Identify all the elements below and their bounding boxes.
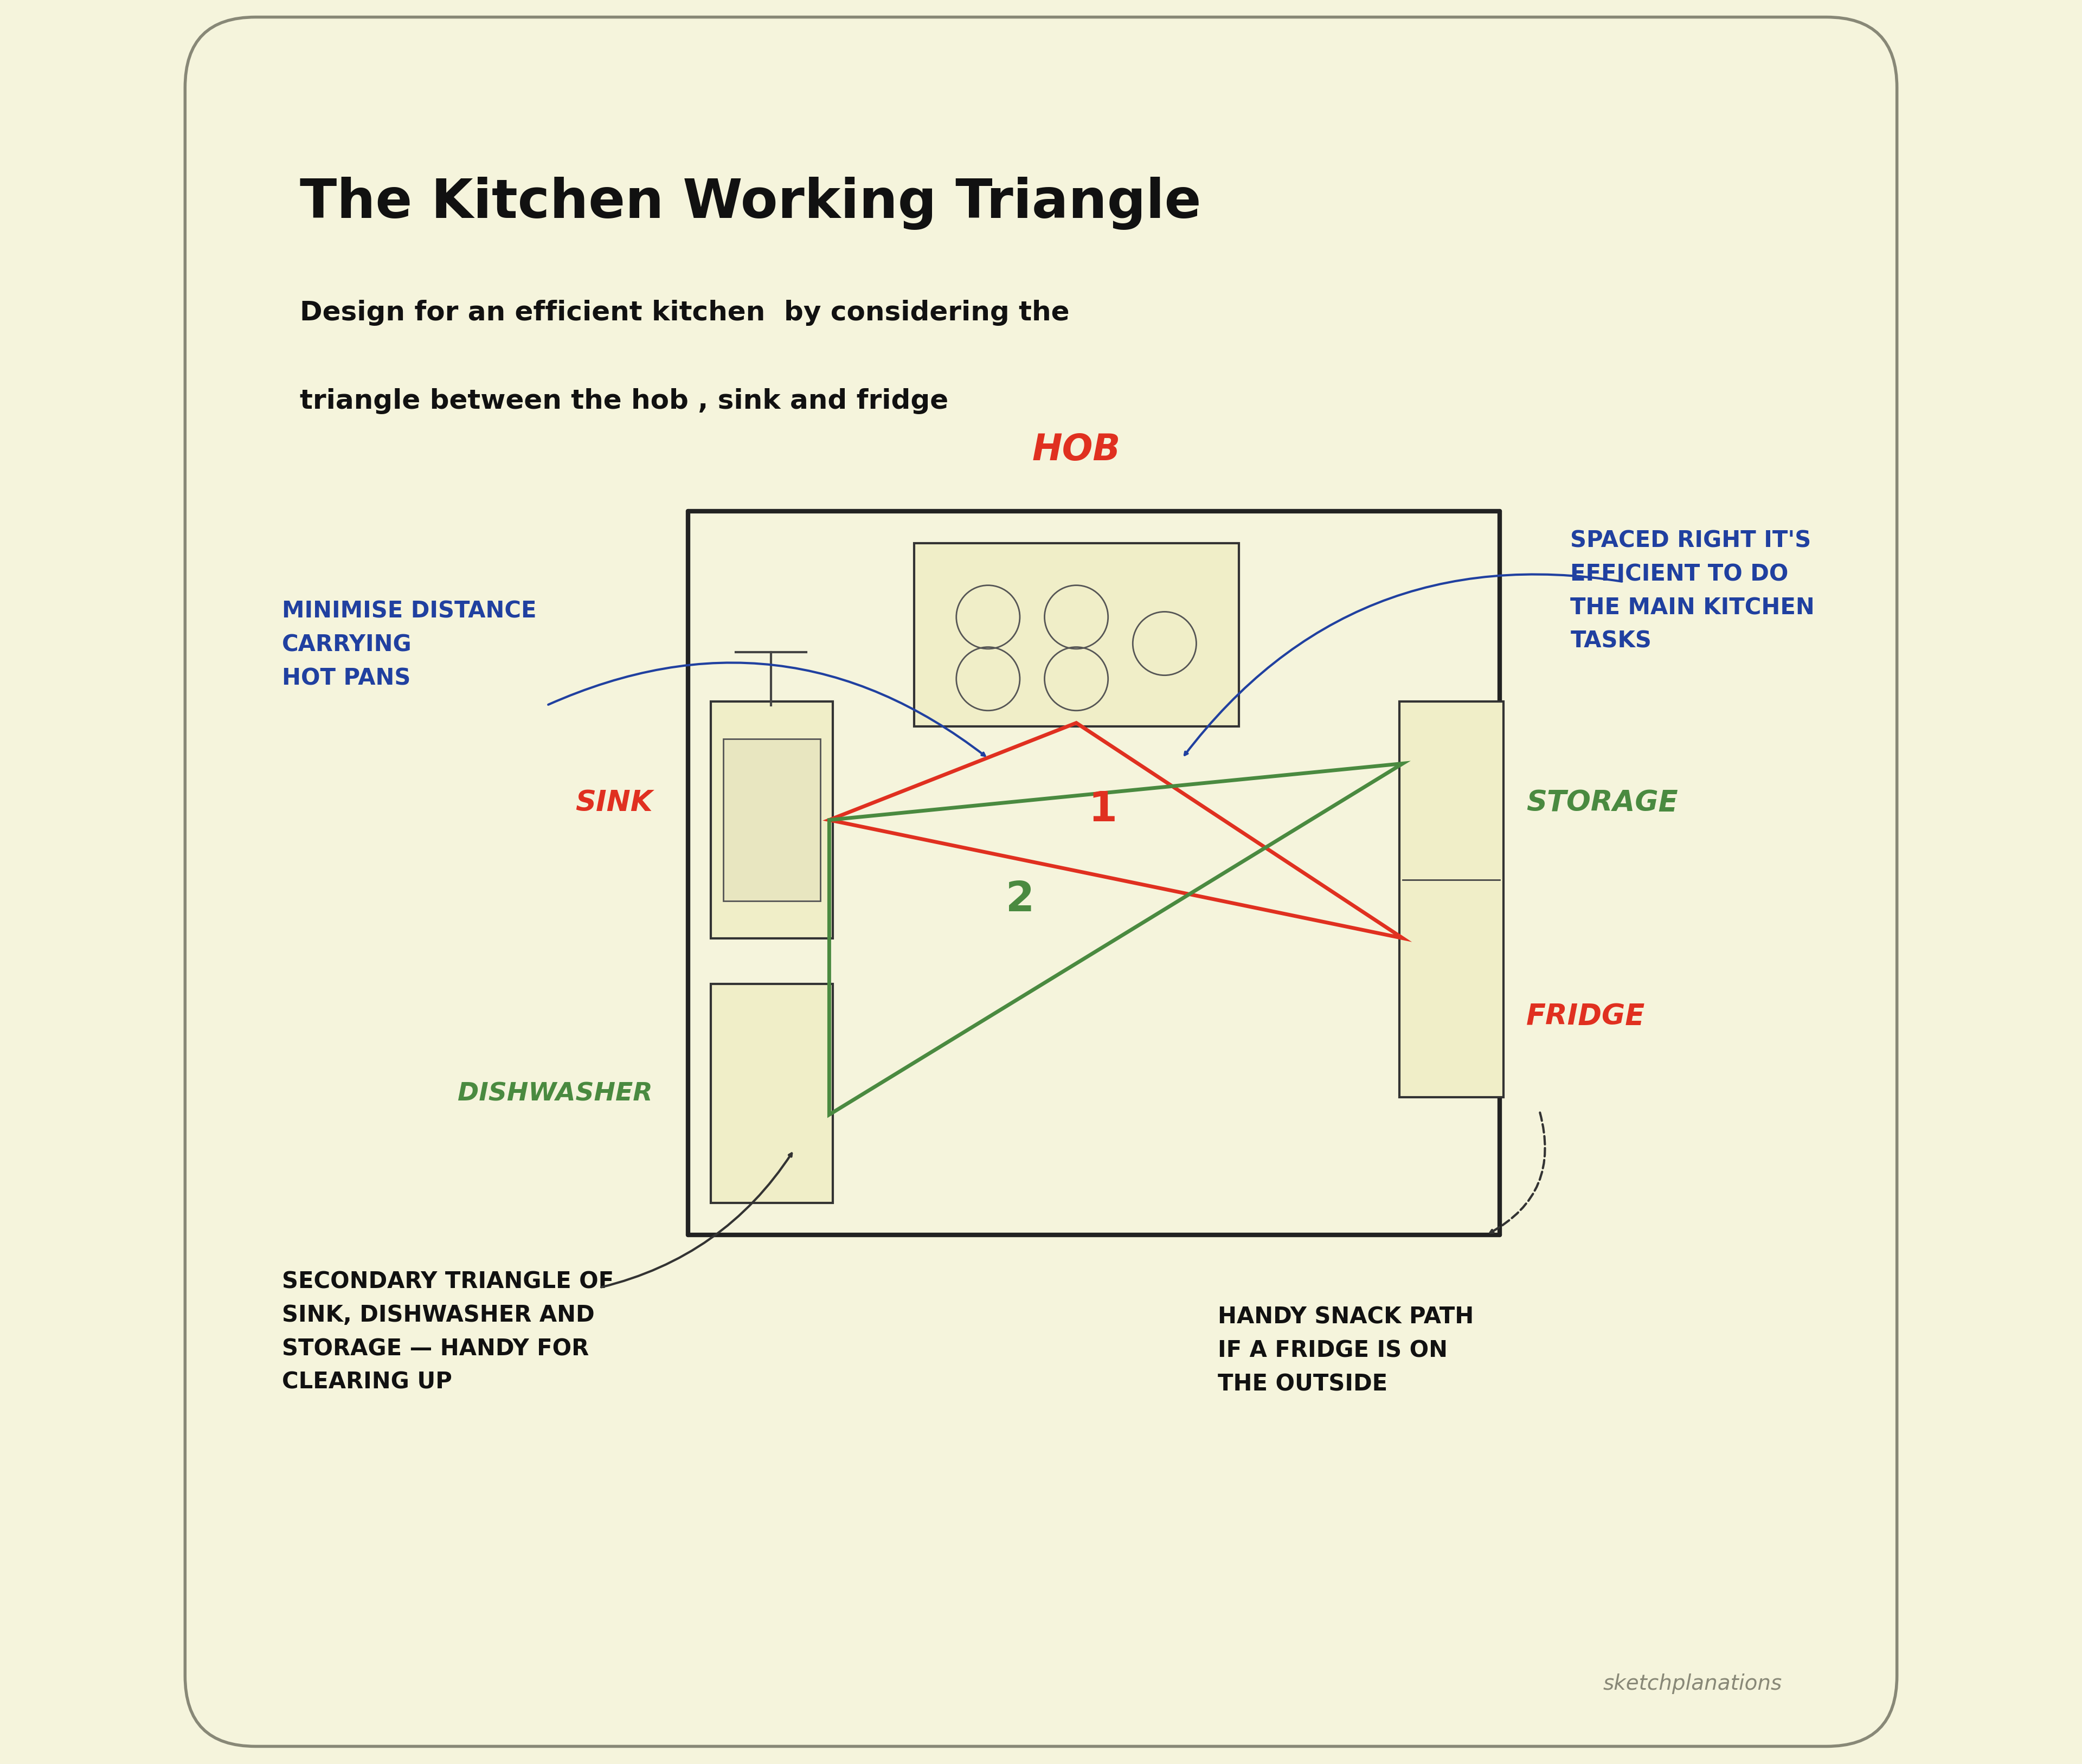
Text: HOB: HOB	[1033, 432, 1120, 467]
Text: DISHWASHER: DISHWASHER	[458, 1081, 654, 1106]
Text: STORAGE: STORAGE	[1526, 789, 1678, 817]
Text: FRIDGE: FRIDGE	[1526, 1002, 1645, 1030]
Text: HANDY SNACK PATH
IF A FRIDGE IS ON
THE OUTSIDE: HANDY SNACK PATH IF A FRIDGE IS ON THE O…	[1218, 1305, 1474, 1395]
Text: sketchplanations: sketchplanations	[1603, 1672, 1782, 1693]
Text: SINK: SINK	[575, 789, 654, 817]
Text: triangle between the hob , sink and fridge: triangle between the hob , sink and frid…	[300, 388, 947, 415]
Text: SPACED RIGHT IT'S
EFFICIENT TO DO
THE MAIN KITCHEN
TASKS: SPACED RIGHT IT'S EFFICIENT TO DO THE MA…	[1570, 529, 1816, 653]
FancyBboxPatch shape	[710, 702, 833, 938]
Text: Design for an efficient kitchen  by considering the: Design for an efficient kitchen by consi…	[300, 300, 1070, 326]
Text: SECONDARY TRIANGLE OF
SINK, DISHWASHER AND
STORAGE — HANDY FOR
CLEARING UP: SECONDARY TRIANGLE OF SINK, DISHWASHER A…	[283, 1270, 614, 1394]
Text: 1: 1	[1089, 790, 1118, 829]
FancyBboxPatch shape	[722, 739, 820, 901]
Text: The Kitchen Working Triangle: The Kitchen Working Triangle	[300, 176, 1201, 229]
Text: MINIMISE DISTANCE
CARRYING
HOT PANS: MINIMISE DISTANCE CARRYING HOT PANS	[283, 600, 537, 690]
Text: 2: 2	[1006, 880, 1035, 919]
FancyBboxPatch shape	[1399, 702, 1503, 1097]
FancyBboxPatch shape	[914, 543, 1239, 727]
FancyBboxPatch shape	[710, 984, 833, 1203]
FancyBboxPatch shape	[185, 18, 1897, 1746]
